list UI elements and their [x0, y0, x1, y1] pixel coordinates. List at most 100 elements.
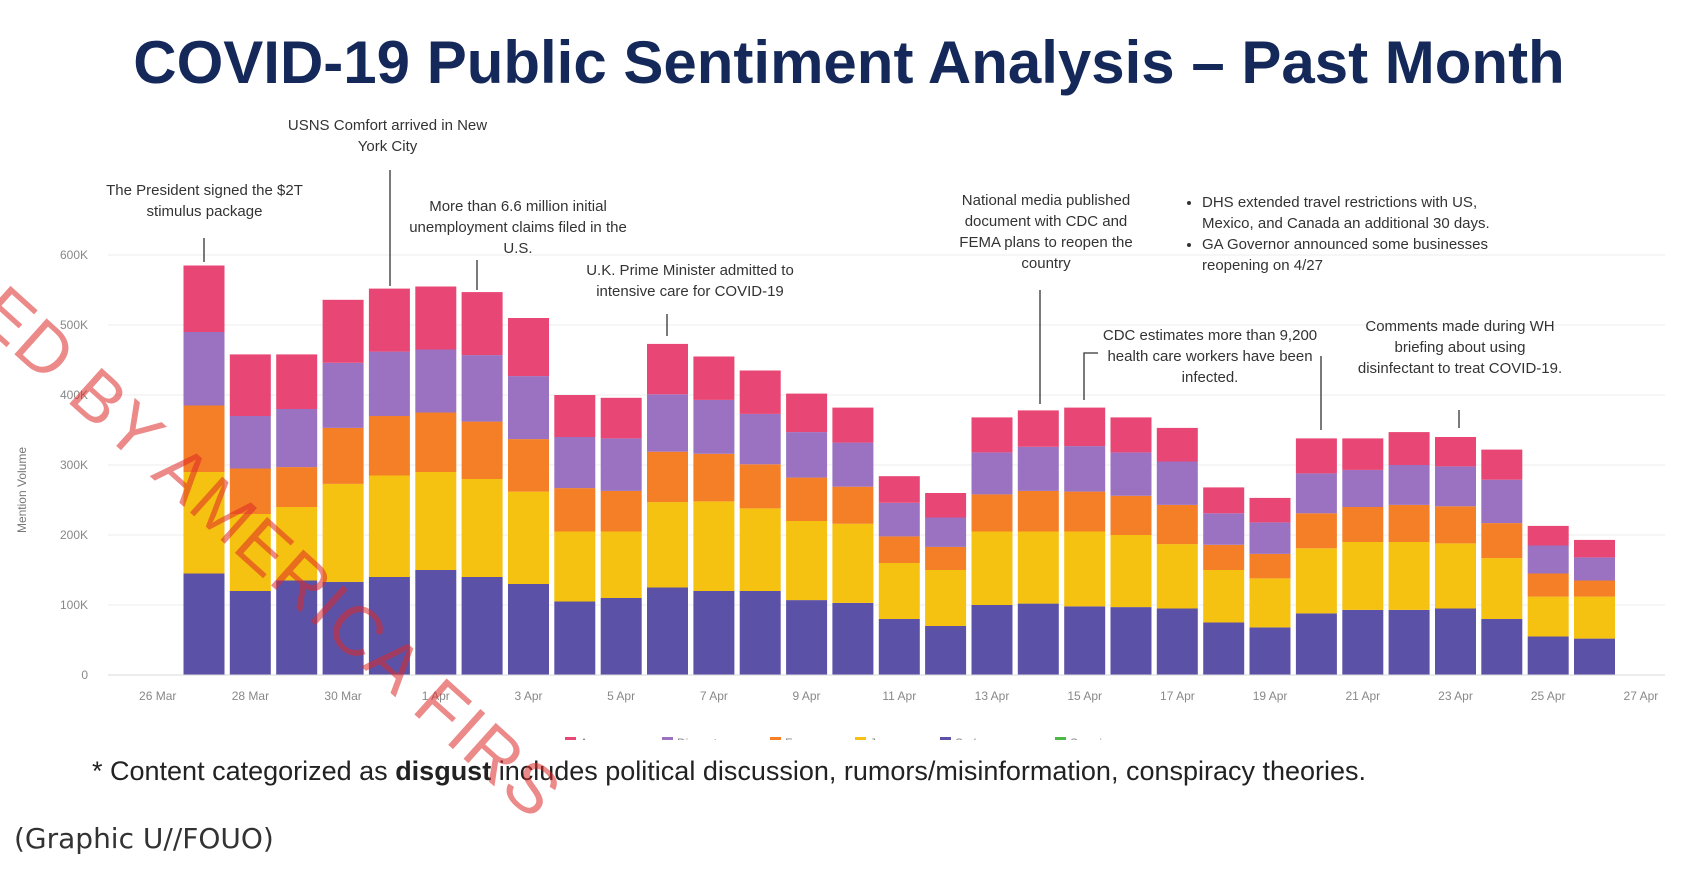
page-title: COVID-19 Public Sentiment Analysis – Pas…: [133, 29, 1565, 96]
bar-segment-anger: [1203, 487, 1245, 514]
bar-segment-fear: [1110, 495, 1152, 535]
y-axis: 0 100K 200K 300K 400K 500K 600K: [60, 248, 88, 682]
x-tick-label: 27 Apr: [1624, 689, 1659, 703]
bar-segment-disgust: [322, 362, 364, 428]
legend-label-fear: Fear: [785, 736, 810, 740]
legend-swatch-sadness: [940, 737, 951, 740]
annotation-dhs-item: DHS extended travel restrictions with US…: [1202, 192, 1498, 234]
bar-segment-fear: [554, 488, 596, 532]
x-tick-label: 25 Apr: [1531, 689, 1566, 703]
bar-segment-fear: [832, 486, 874, 524]
bar-segment-disgust: [647, 394, 688, 452]
bar-segment-disgust: [368, 351, 410, 416]
bar-segment-joy: [647, 502, 688, 588]
bar-segment-sadness: [1064, 606, 1106, 675]
bar-segment-anger: [971, 417, 1013, 453]
annotation-leaders: [203, 170, 1460, 430]
bar-segment-joy: [461, 479, 503, 577]
bar-segment-anger: [322, 299, 364, 363]
bar-segment-disgust: [1342, 469, 1384, 507]
bar-segment-disgust: [786, 432, 828, 478]
bar-segment-sadness: [600, 598, 642, 675]
bar-segment-anger: [1017, 410, 1059, 447]
bar-segment-anger: [508, 318, 549, 377]
legend-label-disgust: Disgust: [677, 736, 718, 740]
bar-segment-sadness: [832, 602, 874, 675]
x-tick-label: 23 Apr: [1438, 689, 1473, 703]
bar-segment-anger: [1342, 438, 1384, 470]
x-tick-label: 17 Apr: [1160, 689, 1195, 703]
annotation-usns-comfort: USNS Comfort arrived in New York City: [287, 117, 488, 155]
bar-segment-fear: [368, 416, 410, 476]
bar-segment-fear: [600, 490, 642, 532]
footnote-bold: disgust: [395, 756, 492, 786]
bar-segment-joy: [322, 483, 364, 582]
legend-swatch-joy: [855, 737, 866, 740]
bar-segment-disgust: [1388, 465, 1430, 505]
annotation-dhs-ga: DHS extended travel restrictions with US…: [1178, 192, 1498, 276]
bar-segment-fear: [1295, 513, 1337, 549]
bar-segment-disgust: [276, 409, 318, 468]
bar-segment-sadness: [415, 570, 457, 675]
bar-segment-fear: [739, 464, 781, 509]
legend-swatch-surprise: [1055, 737, 1066, 740]
bar-segment-fear: [276, 467, 318, 507]
bar-segment-disgust: [878, 502, 920, 537]
bar-segment-sadness: [647, 587, 688, 675]
bar-segment-fear: [461, 421, 503, 479]
x-tick-label: 28 Mar: [232, 689, 269, 703]
bar-segment-sadness: [276, 580, 318, 675]
classification-label: (Graphic U//FOUO): [14, 822, 274, 855]
bar-segment-anger: [1574, 539, 1615, 558]
bar-segment-anger: [276, 354, 318, 409]
bar-segment-disgust: [1110, 452, 1152, 496]
bar-segment-joy: [1388, 542, 1430, 610]
bar-segment-fear: [878, 536, 920, 563]
bar-segment-joy: [1342, 542, 1384, 610]
bar-segment-fear: [508, 439, 549, 492]
bar-segment-fear: [1342, 507, 1384, 542]
bar-segment-disgust: [554, 437, 596, 489]
y-axis-label: Mention Volume: [15, 447, 29, 533]
bar-segment-joy: [786, 521, 828, 601]
bar-segment-fear: [1527, 573, 1569, 597]
bar-segment-joy: [1017, 531, 1059, 604]
bar-segment-joy: [1435, 543, 1476, 609]
x-tick-label: 26 Mar: [139, 689, 176, 703]
bar-segment-joy: [183, 472, 225, 574]
x-tick-label: 21 Apr: [1345, 689, 1380, 703]
bar-segment-sadness: [554, 601, 596, 675]
bar-segment-sadness: [1388, 609, 1430, 675]
bar-segment-fear: [229, 468, 271, 514]
bar-segment-sadness: [508, 584, 549, 675]
bar-segment-disgust: [229, 416, 271, 469]
bar-segment-fear: [1203, 544, 1245, 570]
bar-segment-fear: [1574, 580, 1615, 597]
bar-segment-sadness: [1295, 613, 1337, 675]
bar-segment-joy: [1110, 535, 1152, 608]
bar-segment-anger: [1064, 407, 1106, 447]
bar-segment-sadness: [1110, 607, 1152, 675]
bar-segment-anger: [1481, 449, 1523, 480]
bar-segment-anger: [600, 397, 642, 439]
x-tick-label: 13 Apr: [975, 689, 1010, 703]
bar-segment-sadness: [971, 605, 1013, 675]
bar-segment-anger: [229, 354, 271, 416]
sentiment-chart: 0 100K 200K 300K 400K 500K 600K 26 Mar 28 Mar 30…: [15, 170, 1665, 740]
bar-segment-anger: [1295, 438, 1337, 474]
bar-segment-sadness: [1249, 627, 1291, 675]
bar-segment-anger: [1388, 432, 1430, 465]
bar-segment-disgust: [1295, 473, 1337, 514]
bar-segment-joy: [229, 514, 271, 591]
bar-segment-sadness: [322, 581, 364, 675]
bar-segment-joy: [832, 523, 874, 603]
bar-segment-anger: [647, 343, 688, 395]
bar-segment-anger: [1110, 417, 1152, 453]
bar-segment-anger: [925, 493, 967, 518]
x-tick-label: 7 Apr: [700, 689, 728, 703]
x-tick-label: 15 Apr: [1067, 689, 1102, 703]
bar-segment-disgust: [1527, 545, 1569, 574]
bar-segment-disgust: [415, 349, 457, 413]
x-tick-label: 19 Apr: [1253, 689, 1288, 703]
y-tick-label: 100K: [60, 598, 88, 612]
